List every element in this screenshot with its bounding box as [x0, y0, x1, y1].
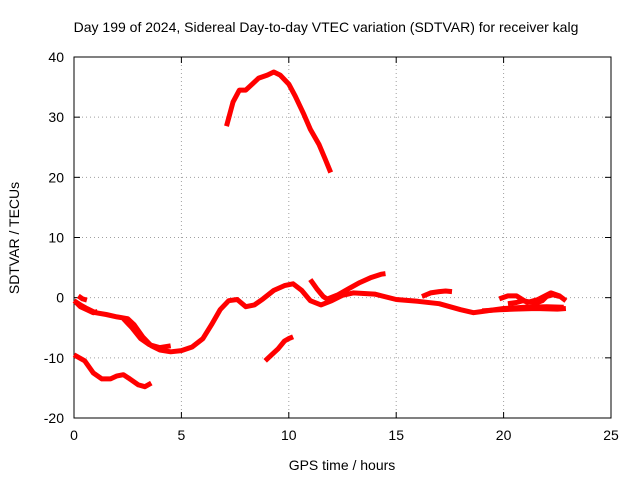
series-arc-6 — [224, 69, 334, 174]
series-arc-7 — [263, 334, 295, 363]
series-arc-5 — [72, 352, 153, 390]
series-arc-9 — [326, 271, 386, 302]
y-tick-label: 30 — [48, 109, 64, 125]
grid — [74, 57, 611, 418]
y-tick-label: -10 — [44, 350, 64, 366]
x-tick-label: 20 — [496, 427, 512, 443]
series-arc-13 — [481, 306, 567, 314]
x-axis-label: GPS time / hours — [289, 457, 396, 473]
x-tick-label: 5 — [178, 427, 186, 443]
series-arc-4 — [121, 316, 172, 351]
series-arc-12 — [498, 290, 568, 305]
x-tick-label: 10 — [281, 427, 297, 443]
x-tick-label: 15 — [388, 427, 404, 443]
series-arc-1 — [72, 281, 564, 355]
series-arc-8 — [308, 278, 331, 303]
y-tick-label: 40 — [48, 49, 64, 65]
y-tick-label: 0 — [56, 290, 64, 306]
series-arc-3 — [76, 293, 88, 303]
y-tick-label: -20 — [44, 410, 64, 426]
x-tick-label: 0 — [70, 427, 78, 443]
series-arc-10 — [421, 288, 453, 299]
x-tick-label: 25 — [603, 427, 619, 443]
y-tick-label: 10 — [48, 230, 64, 246]
data-series — [72, 69, 568, 390]
series-arc-2 — [74, 300, 99, 316]
axis-ticks: 0 5 10 15 20 25 -20 -10 0 10 20 30 40 — [44, 49, 619, 443]
y-axis-label: SDTVAR / TECUs — [6, 182, 22, 294]
y-tick-label: 20 — [48, 169, 64, 185]
chart-title: Day 199 of 2024, Sidereal Day-to-day VTE… — [74, 19, 579, 35]
